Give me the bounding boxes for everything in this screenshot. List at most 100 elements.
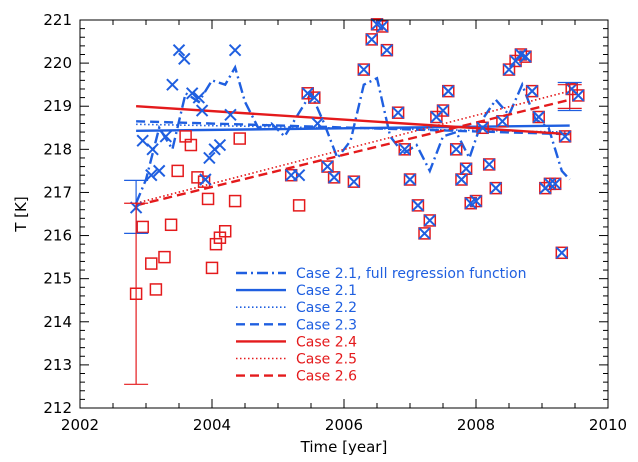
- x-marker: [525, 84, 539, 98]
- x-marker: [403, 173, 417, 186]
- x-marker-stroke: [347, 175, 361, 188]
- x-marker-stroke: [469, 194, 483, 208]
- square-marker: [149, 283, 163, 296]
- square-marker: [365, 33, 378, 46]
- square-marker: [489, 181, 503, 195]
- legend-label: Case 2.3: [296, 317, 357, 333]
- x-marker-stroke: [398, 143, 411, 156]
- data-markers: [129, 18, 585, 301]
- x-axis-title: Time [year]: [300, 438, 388, 456]
- x-marker: [449, 143, 463, 156]
- x-marker-stroke: [199, 173, 212, 186]
- x-marker-stroke: [136, 134, 149, 147]
- x-marker: [199, 173, 212, 186]
- legend-label: Case 2.6: [296, 369, 357, 385]
- x-marker: [145, 168, 158, 182]
- square-marker: [233, 132, 246, 145]
- x-marker: [442, 84, 455, 98]
- x-marker: [192, 91, 206, 104]
- x-marker: [411, 199, 425, 212]
- y-tick-label: 220: [43, 54, 72, 72]
- x-marker: [357, 63, 371, 76]
- square-marker: [496, 115, 509, 128]
- x-marker-stroke: [455, 173, 468, 186]
- x-marker: [519, 50, 532, 63]
- x-marker-stroke: [514, 48, 528, 61]
- legend-label: Case 2.2: [296, 300, 357, 316]
- square-marker: [197, 175, 211, 188]
- square-marker: [376, 20, 389, 33]
- legend-label: Case 2.5: [296, 352, 357, 368]
- x-marker-stroke: [292, 168, 306, 182]
- x-marker: [532, 110, 545, 124]
- square-marker: [572, 89, 585, 102]
- square-marker: [525, 84, 539, 98]
- x-marker: [311, 117, 324, 130]
- x-marker: [376, 20, 389, 33]
- x-marker-stroke: [449, 143, 463, 156]
- x-marker-stroke: [357, 63, 371, 76]
- x-marker-stroke: [192, 91, 206, 104]
- x-marker-stroke: [519, 50, 532, 63]
- square-marker: [476, 121, 489, 135]
- x-marker: [548, 177, 562, 191]
- x-marker-stroke: [203, 151, 216, 165]
- x-marker: [152, 164, 166, 178]
- x-marker-stroke: [525, 84, 539, 98]
- square-marker: [502, 63, 516, 76]
- x-marker-stroke: [166, 78, 179, 91]
- series-line: [136, 120, 570, 136]
- square-marker: [398, 143, 411, 156]
- square-marker: [145, 257, 158, 270]
- x-marker-stroke: [572, 89, 585, 102]
- x-marker-stroke: [365, 33, 378, 46]
- x-marker-stroke: [489, 181, 503, 195]
- square-marker: [184, 138, 198, 152]
- x-marker: [301, 87, 314, 100]
- legend-label: Case 2.4: [296, 334, 357, 350]
- x-marker-stroke: [403, 173, 417, 186]
- y-tick-label: 212: [43, 399, 72, 417]
- x-marker: [365, 33, 378, 46]
- x-marker: [496, 115, 509, 128]
- x-marker-stroke: [195, 104, 209, 117]
- x-marker-stroke: [482, 158, 496, 171]
- square-marker: [284, 168, 298, 182]
- x-marker: [391, 106, 405, 119]
- x-marker-stroke: [172, 43, 186, 57]
- y-tick-label: 221: [43, 11, 72, 29]
- series-line: [135, 90, 570, 204]
- x-marker-stroke: [548, 177, 562, 191]
- x-marker: [436, 104, 450, 117]
- x-marker-stroke: [370, 18, 384, 31]
- x-marker: [321, 160, 334, 173]
- x-marker: [159, 130, 173, 143]
- x-marker-stroke: [436, 104, 450, 117]
- error-bars: [124, 81, 582, 385]
- x-marker: [213, 138, 227, 152]
- tick-marks: [79, 19, 609, 409]
- x-marker: [572, 89, 585, 102]
- x-marker-stroke: [152, 164, 166, 178]
- x-marker: [308, 91, 321, 104]
- series-line: [134, 64, 571, 204]
- square-marker: [565, 82, 578, 96]
- square-marker: [532, 110, 545, 124]
- x-marker: [347, 175, 361, 188]
- x-marker-stroke: [327, 171, 341, 184]
- x-marker-stroke: [411, 199, 425, 212]
- x-marker: [543, 177, 557, 191]
- y-tick-label: 217: [43, 183, 72, 201]
- square-marker: [403, 173, 417, 186]
- x-marker: [203, 151, 216, 165]
- x-marker: [327, 171, 341, 184]
- x-marker: [228, 43, 242, 57]
- x-marker: [502, 63, 516, 76]
- x-tick-label: 2006: [325, 416, 363, 434]
- y-tick-label: 218: [43, 140, 72, 158]
- square-marker: [558, 130, 572, 143]
- square-marker: [191, 171, 204, 184]
- x-marker-stroke: [442, 84, 455, 98]
- square-marker: [164, 218, 178, 232]
